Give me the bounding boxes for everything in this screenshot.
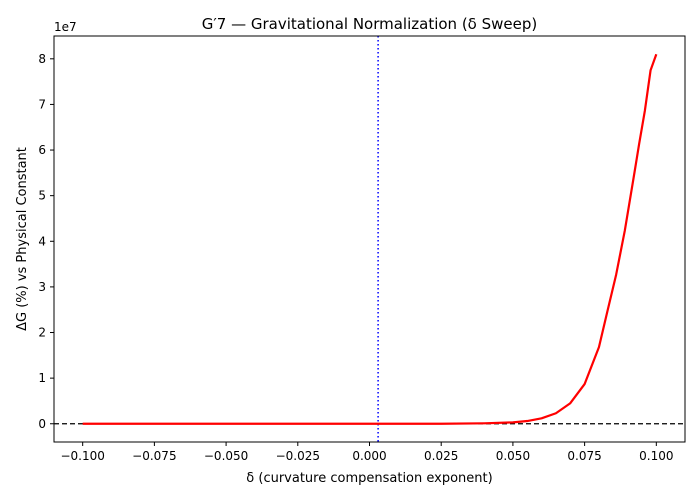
plot-background <box>54 36 685 442</box>
y-offset-label: 1e7 <box>54 20 77 34</box>
y-axis-ticks: 0 1 2 3 4 5 6 7 8 <box>38 52 54 431</box>
x-tick-label: 0.050 <box>496 449 530 463</box>
x-tick-label: −0.100 <box>60 449 104 463</box>
y-tick-label: 6 <box>38 143 46 157</box>
y-tick-label: 1 <box>38 371 46 385</box>
y-tick-label: 7 <box>38 97 46 111</box>
series-layer <box>82 53 658 425</box>
x-axis-ticks: −0.100 −0.075 −0.050 −0.025 0.000 0.025 0.050 0… <box>60 442 673 463</box>
y-tick-label: 3 <box>38 280 46 294</box>
y-tick-label: 2 <box>38 326 46 340</box>
y-tick-label: 5 <box>38 189 46 203</box>
series-line <box>82 53 658 425</box>
y-axis-label: ΔG (%) vs Physical Constant <box>15 147 30 331</box>
y-tick-label: 4 <box>38 234 46 248</box>
chart-title: G′7 — Gravitational Normalization (δ Swe… <box>202 15 538 33</box>
x-tick-label: 0.075 <box>567 449 601 463</box>
x-axis-label: δ (curvature compensation exponent) <box>246 471 492 486</box>
x-tick-label: −0.025 <box>276 449 320 463</box>
y-tick-label: 0 <box>38 417 46 431</box>
x-tick-label: 0.100 <box>639 449 673 463</box>
y-tick-label: 8 <box>38 52 46 66</box>
x-tick-label: −0.050 <box>204 449 248 463</box>
x-tick-label: −0.075 <box>132 449 176 463</box>
x-tick-label: 0.025 <box>424 449 458 463</box>
x-tick-label: 0.000 <box>352 449 386 463</box>
